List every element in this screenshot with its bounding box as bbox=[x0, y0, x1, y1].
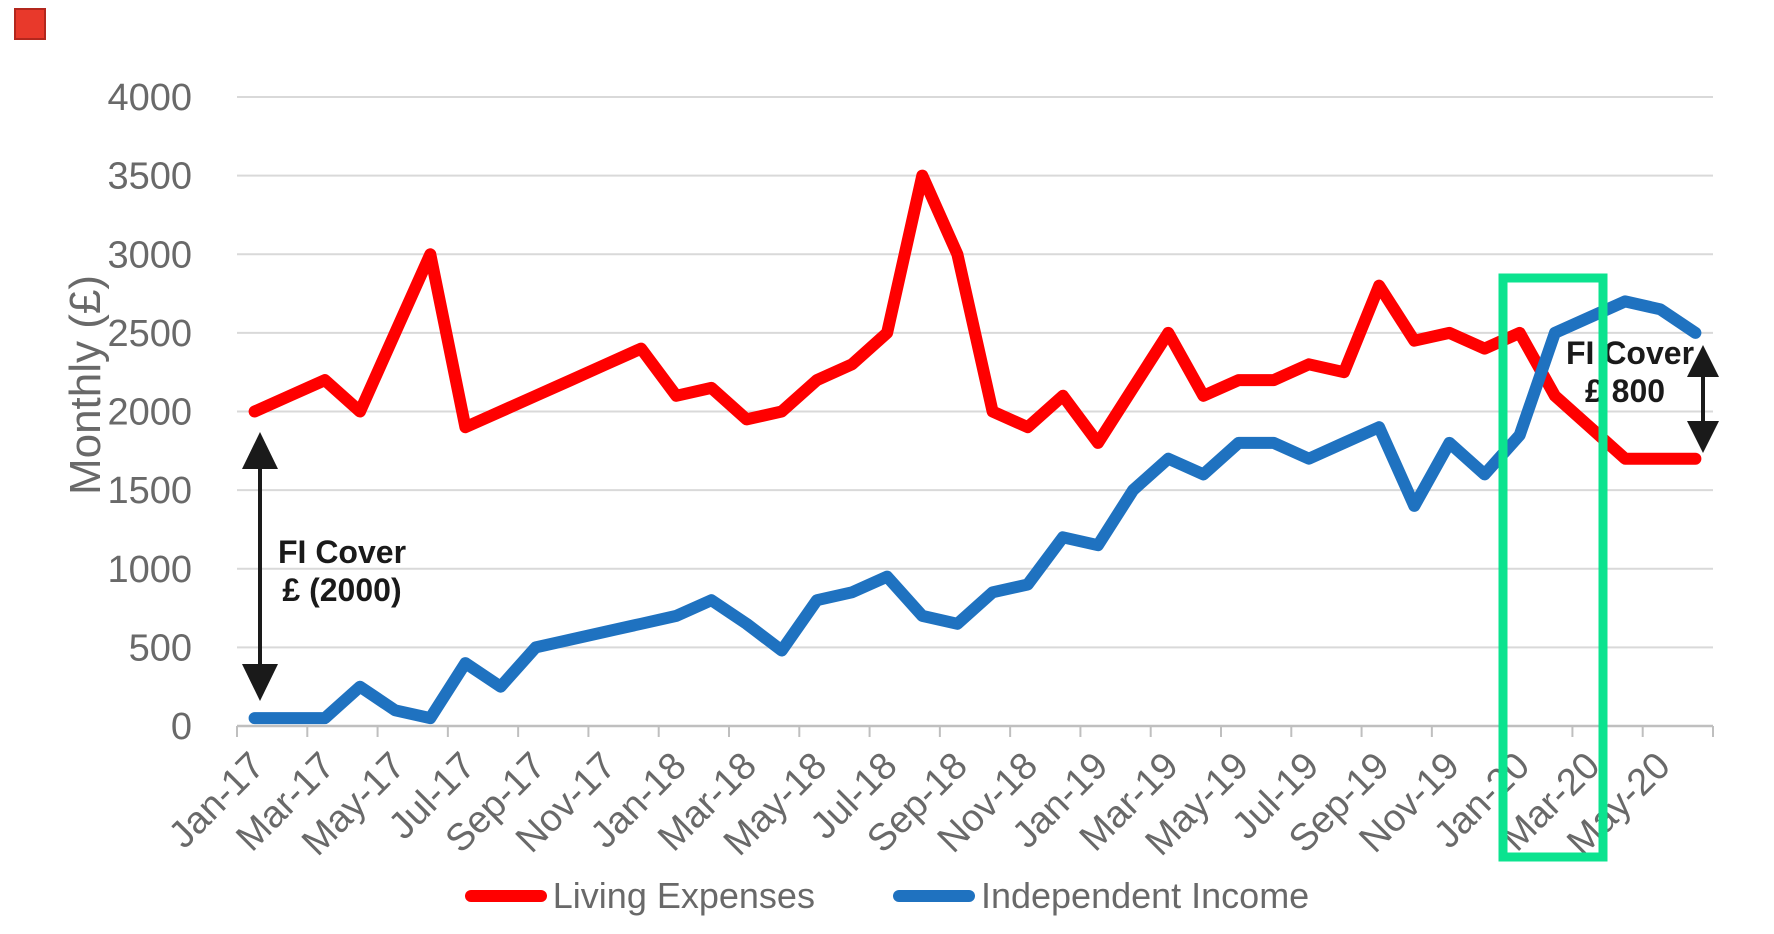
right-annotation-title: FI Cover bbox=[1566, 335, 1694, 371]
right-arrow-down-head-icon bbox=[1687, 421, 1719, 453]
y-axis-tick-label: 0 bbox=[171, 706, 192, 748]
living-expenses-line-swatch-icon bbox=[464, 890, 547, 902]
chart-plot-area: 0 500 1000 1500 2000 2500 3000 3500 4000 Jan-17Ma… bbox=[107, 77, 1714, 864]
legend-label-independent-income: Independent Income bbox=[980, 875, 1310, 916]
y-axis-title: Monthly (£) bbox=[61, 275, 110, 495]
y-axis-tick-label: 3500 bbox=[107, 156, 192, 198]
y-axis-tick-label: 2000 bbox=[107, 392, 192, 434]
legend-item-living-expenses: Living Expenses bbox=[464, 875, 815, 916]
left-annotation-title: FI Cover bbox=[278, 534, 406, 570]
left-arrow-down-head-icon bbox=[242, 664, 278, 701]
chart-legend: Living Expenses Independent Income bbox=[0, 878, 1774, 914]
highlight-box-feb20-mar20 bbox=[1498, 273, 1608, 862]
y-axis-tick-label: 1000 bbox=[107, 549, 192, 591]
x-axis-ticks bbox=[236, 726, 1714, 737]
y-axis-tick-label: 2500 bbox=[107, 313, 192, 355]
living-expenses-line bbox=[248, 169, 1702, 465]
right-arrow-up-head-icon bbox=[1687, 345, 1719, 377]
x-axis-labels: Jan-17Mar-17May-17Jul-17Sep-17Nov-17Jan-… bbox=[161, 745, 1679, 864]
corner-red-square-decoration bbox=[14, 8, 46, 40]
y-axis-tick-label: 500 bbox=[129, 627, 192, 669]
legend-label-living-expenses: Living Expenses bbox=[552, 875, 815, 916]
left-arrow-up-head-icon bbox=[242, 432, 278, 469]
right-fi-cover-annotation: FI Cover £ 800 bbox=[1566, 335, 1719, 453]
y-axis-labels: 0 500 1000 1500 2000 2500 3000 3500 4000 bbox=[107, 77, 192, 748]
left-fi-cover-annotation: FI Cover £ (2000) bbox=[242, 432, 406, 701]
highlight-overlay bbox=[1498, 273, 1608, 862]
y-axis-tick-label: 4000 bbox=[107, 77, 192, 119]
legend-item-independent-income: Independent Income bbox=[892, 875, 1310, 916]
right-annotation-value: £ 800 bbox=[1585, 373, 1665, 409]
independent-income-line-swatch-icon bbox=[892, 890, 975, 902]
left-annotation-value: £ (2000) bbox=[282, 572, 401, 608]
y-axis-tick-label: 3000 bbox=[107, 234, 192, 276]
independent-income-line bbox=[248, 295, 1702, 725]
y-axis-tick-label: 1500 bbox=[107, 470, 192, 512]
